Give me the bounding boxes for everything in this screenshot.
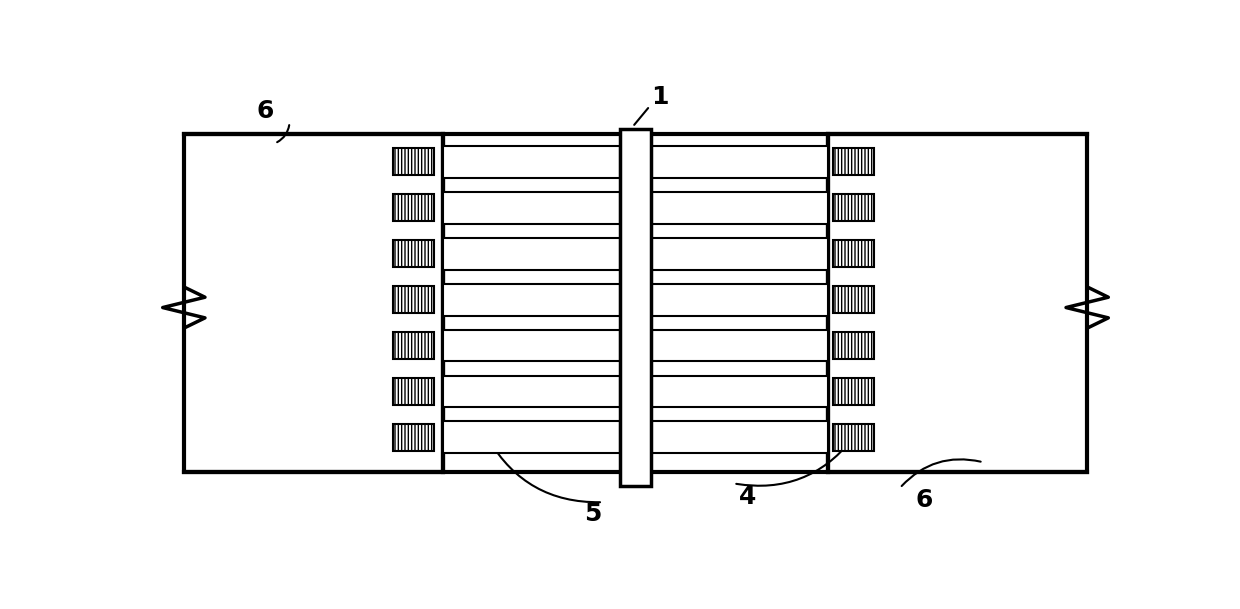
Text: 5: 5 — [584, 502, 601, 526]
Bar — [444, 376, 620, 407]
Bar — [444, 284, 620, 315]
Bar — [620, 129, 651, 486]
Bar — [833, 240, 874, 267]
Text: 1: 1 — [651, 85, 668, 108]
Bar — [833, 149, 874, 175]
Bar — [833, 378, 874, 405]
Bar — [184, 134, 444, 471]
Bar — [651, 329, 828, 362]
Bar — [651, 284, 828, 315]
Text: 6: 6 — [915, 488, 932, 512]
Bar — [828, 134, 1087, 471]
Bar — [651, 192, 828, 224]
Bar — [444, 192, 620, 224]
Bar — [444, 421, 620, 453]
Text: 4: 4 — [739, 485, 756, 510]
Bar — [393, 194, 434, 221]
Bar — [651, 238, 828, 270]
Bar — [444, 238, 620, 270]
Bar — [393, 240, 434, 267]
Bar — [651, 146, 828, 178]
Bar — [393, 424, 434, 451]
Bar — [833, 286, 874, 313]
Bar — [393, 378, 434, 405]
Bar — [833, 332, 874, 359]
Bar — [833, 424, 874, 451]
Bar — [393, 286, 434, 313]
Text: 6: 6 — [257, 99, 274, 122]
Bar — [444, 146, 620, 178]
Bar — [651, 376, 828, 407]
Bar — [393, 149, 434, 175]
Bar — [833, 194, 874, 221]
Bar — [651, 421, 828, 453]
Bar — [444, 329, 620, 362]
Bar — [393, 332, 434, 359]
